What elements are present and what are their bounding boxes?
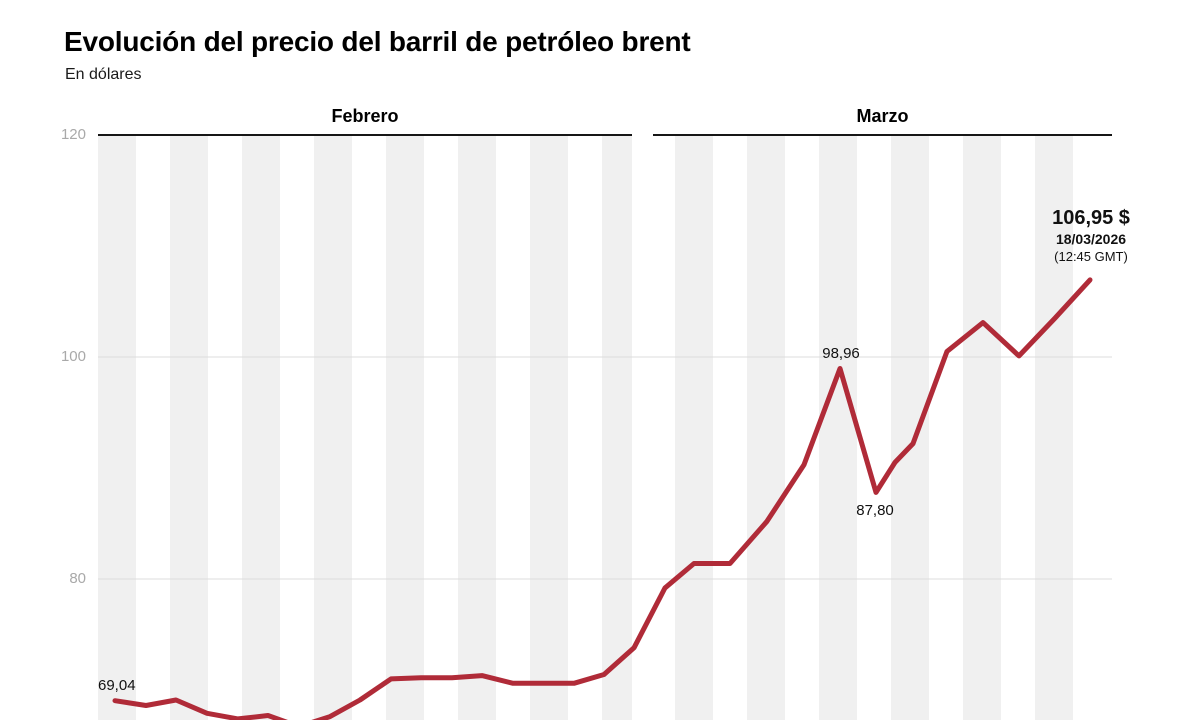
data-label-first-price: 69,04	[98, 677, 136, 694]
day-band	[386, 136, 424, 720]
day-band	[98, 136, 136, 720]
latest-price-annotation: 106,95 $ 18/03/2026 (12:45 GMT)	[1052, 207, 1130, 264]
chart-title: Evolución del precio del barril de petró…	[64, 26, 691, 57]
data-label-dip-price: 87,80	[856, 502, 894, 519]
day-band	[458, 136, 496, 720]
day-band	[891, 136, 929, 720]
day-band	[675, 136, 713, 720]
y-axis-tick-80: 80	[69, 570, 86, 587]
day-band	[314, 136, 352, 720]
data-label-peak-price: 98,96	[822, 345, 860, 362]
latest-price-time: (12:45 GMT)	[1054, 249, 1128, 264]
y-axis-tick-100: 100	[60, 348, 86, 365]
day-band	[602, 136, 632, 720]
x-axis-month-marzo: Marzo	[856, 106, 909, 126]
day-band	[242, 136, 280, 720]
chart-subtitle: En dólares	[65, 66, 142, 83]
price-line	[112, 277, 1093, 720]
day-band	[747, 136, 785, 720]
day-band	[170, 136, 208, 720]
day-band	[819, 136, 857, 720]
day-band	[963, 136, 1001, 720]
latest-price-date: 18/03/2026	[1055, 231, 1127, 247]
y-axis-tick-120: 120	[60, 126, 86, 143]
x-axis-month-febrero: Febrero	[331, 106, 399, 126]
latest-price-value: 106,95 $	[1052, 207, 1130, 229]
day-band	[1035, 136, 1073, 720]
day-band	[530, 136, 568, 720]
